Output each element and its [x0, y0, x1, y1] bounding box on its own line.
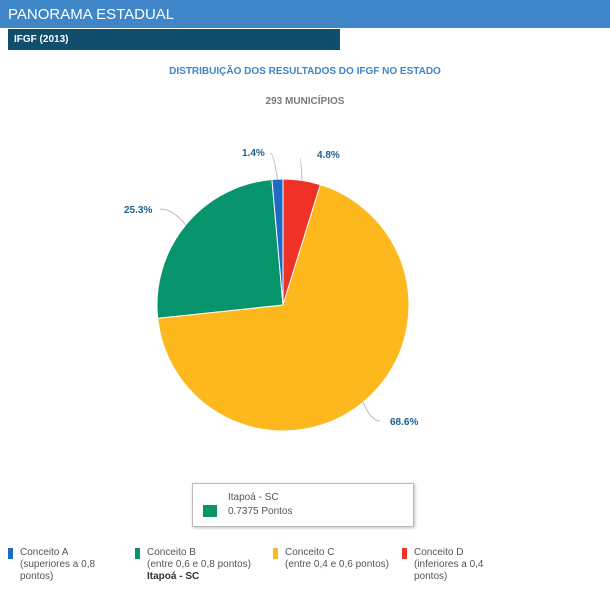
legend-swatch [402, 548, 407, 559]
legend-name: Conceito C [285, 547, 335, 558]
legend-description: (entre 0,4 e 0,6 pontos) [285, 559, 389, 570]
pie-slice[interactable] [157, 184, 410, 432]
legend-description: pontos) [20, 571, 54, 582]
legend-name: Conceito A [20, 547, 69, 558]
chart-subtitle: 293 MUNICÍPIOS [265, 96, 345, 107]
pie-chart: 4.8% 68.6% 25.3% 1.4% [124, 148, 418, 432]
legend-description: (superiores a 0,8 [20, 559, 96, 570]
pie-slice[interactable] [156, 178, 284, 319]
legend-description: pontos) [414, 571, 448, 582]
legend-name: Conceito D [414, 547, 464, 558]
legend-swatch [135, 548, 140, 559]
panel-title: PANORAMA ESTADUAL [8, 6, 175, 23]
legend-swatch [273, 548, 278, 559]
legend-municipality: Itapoá - SC [147, 571, 200, 582]
pie-connector [269, 152, 278, 180]
pie-data-label: 68.6% [390, 417, 418, 428]
legend-swatch [8, 548, 13, 559]
legend-description: (inferiores a 0,4 [414, 559, 484, 570]
tooltip: Itapoá - SC 0.7375 Pontos [192, 483, 414, 527]
tooltip-name: Itapoá - SC [228, 492, 279, 503]
pie-connector [299, 157, 303, 181]
panel-subtitle: IFGF (2013) [14, 34, 69, 45]
legend-name: Conceito B [147, 547, 196, 558]
chart-title: DISTRIBUIÇÃO DOS RESULTADOS DO IFGF NO E… [169, 66, 441, 77]
pie-connector [362, 402, 381, 422]
tooltip-swatch [203, 505, 217, 517]
legend-description: (entre 0,6 e 0,8 pontos) [147, 559, 251, 570]
pie-data-label: 1.4% [242, 148, 265, 159]
panel-subheader: IFGF (2013) [8, 29, 340, 50]
pie-data-label: 4.8% [317, 150, 340, 161]
pie-connector [159, 208, 187, 226]
tooltip-value: 0.7375 Pontos [228, 506, 293, 517]
panel-header: PANORAMA ESTADUAL [0, 0, 610, 28]
pie-data-label: 25.3% [124, 205, 152, 216]
